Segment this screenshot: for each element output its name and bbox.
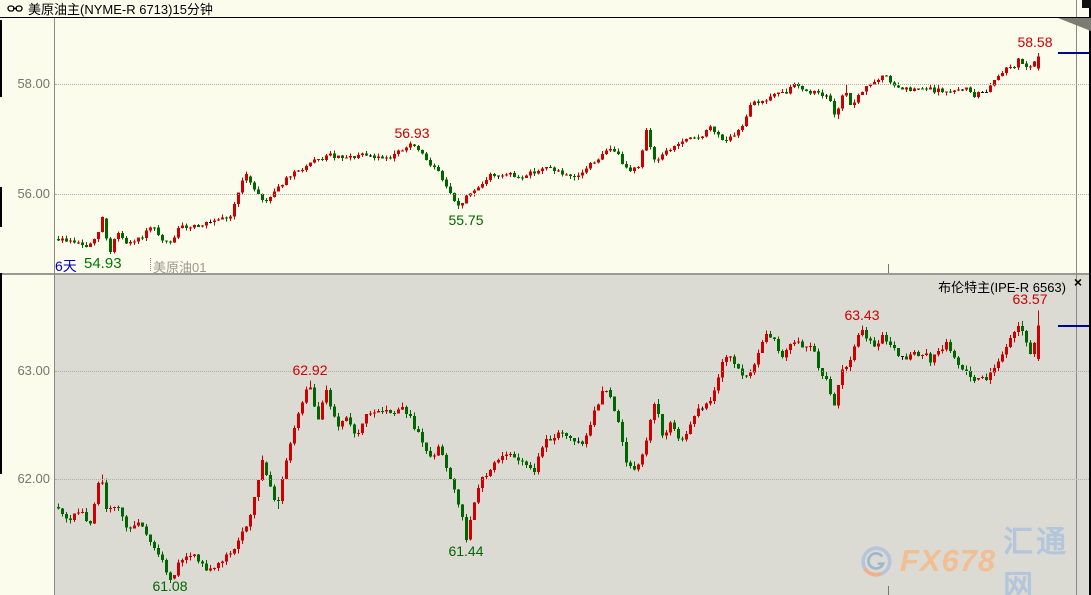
brent-candlestick-chart[interactable]	[55, 275, 1089, 595]
title-underline	[0, 17, 1091, 18]
y-axis-border	[54, 18, 55, 595]
period-low-label: 54.93	[84, 255, 122, 272]
window-left-border	[0, 20, 2, 97]
window-title: 美原油主(NYME-R 6713)15分钟	[28, 2, 213, 17]
session-label: 美原油01	[153, 260, 207, 275]
watermark-fx678-text: FX678	[899, 543, 997, 578]
chart-right-border	[1076, 0, 1077, 595]
window-left-border	[0, 273, 2, 474]
brent-chart-background	[55, 275, 1089, 595]
brent-pane-title: 布伦特主(IPE-R 6563)	[938, 280, 1066, 295]
y-axis-tick-label: 56.00	[17, 186, 50, 201]
fx678-logo-icon	[861, 545, 892, 577]
title-bar: 美原油主(NYME-R 6713)15分钟	[0, 0, 1076, 17]
y-axis-tick-label: 62.00	[17, 471, 50, 486]
us-crude-candlestick-chart[interactable]	[55, 18, 1089, 273]
y-axis-tick-label: 63.00	[17, 363, 50, 378]
window-right-border	[1089, 0, 1091, 595]
watermark-cn-text: 汇通网	[1003, 526, 1070, 595]
fx678-watermark: FX678 汇通网	[860, 526, 1091, 595]
visible-range-label: 6天	[55, 258, 77, 274]
session-divider-mark	[150, 258, 152, 271]
link-icon	[7, 5, 23, 12]
y-axis-tick-label: 58.00	[17, 76, 50, 91]
window-corner-fragment	[1082, 0, 1091, 8]
close-icon[interactable]: ×	[1073, 274, 1083, 290]
pane-divider[interactable]	[0, 273, 1089, 275]
window-left-border	[0, 187, 2, 227]
